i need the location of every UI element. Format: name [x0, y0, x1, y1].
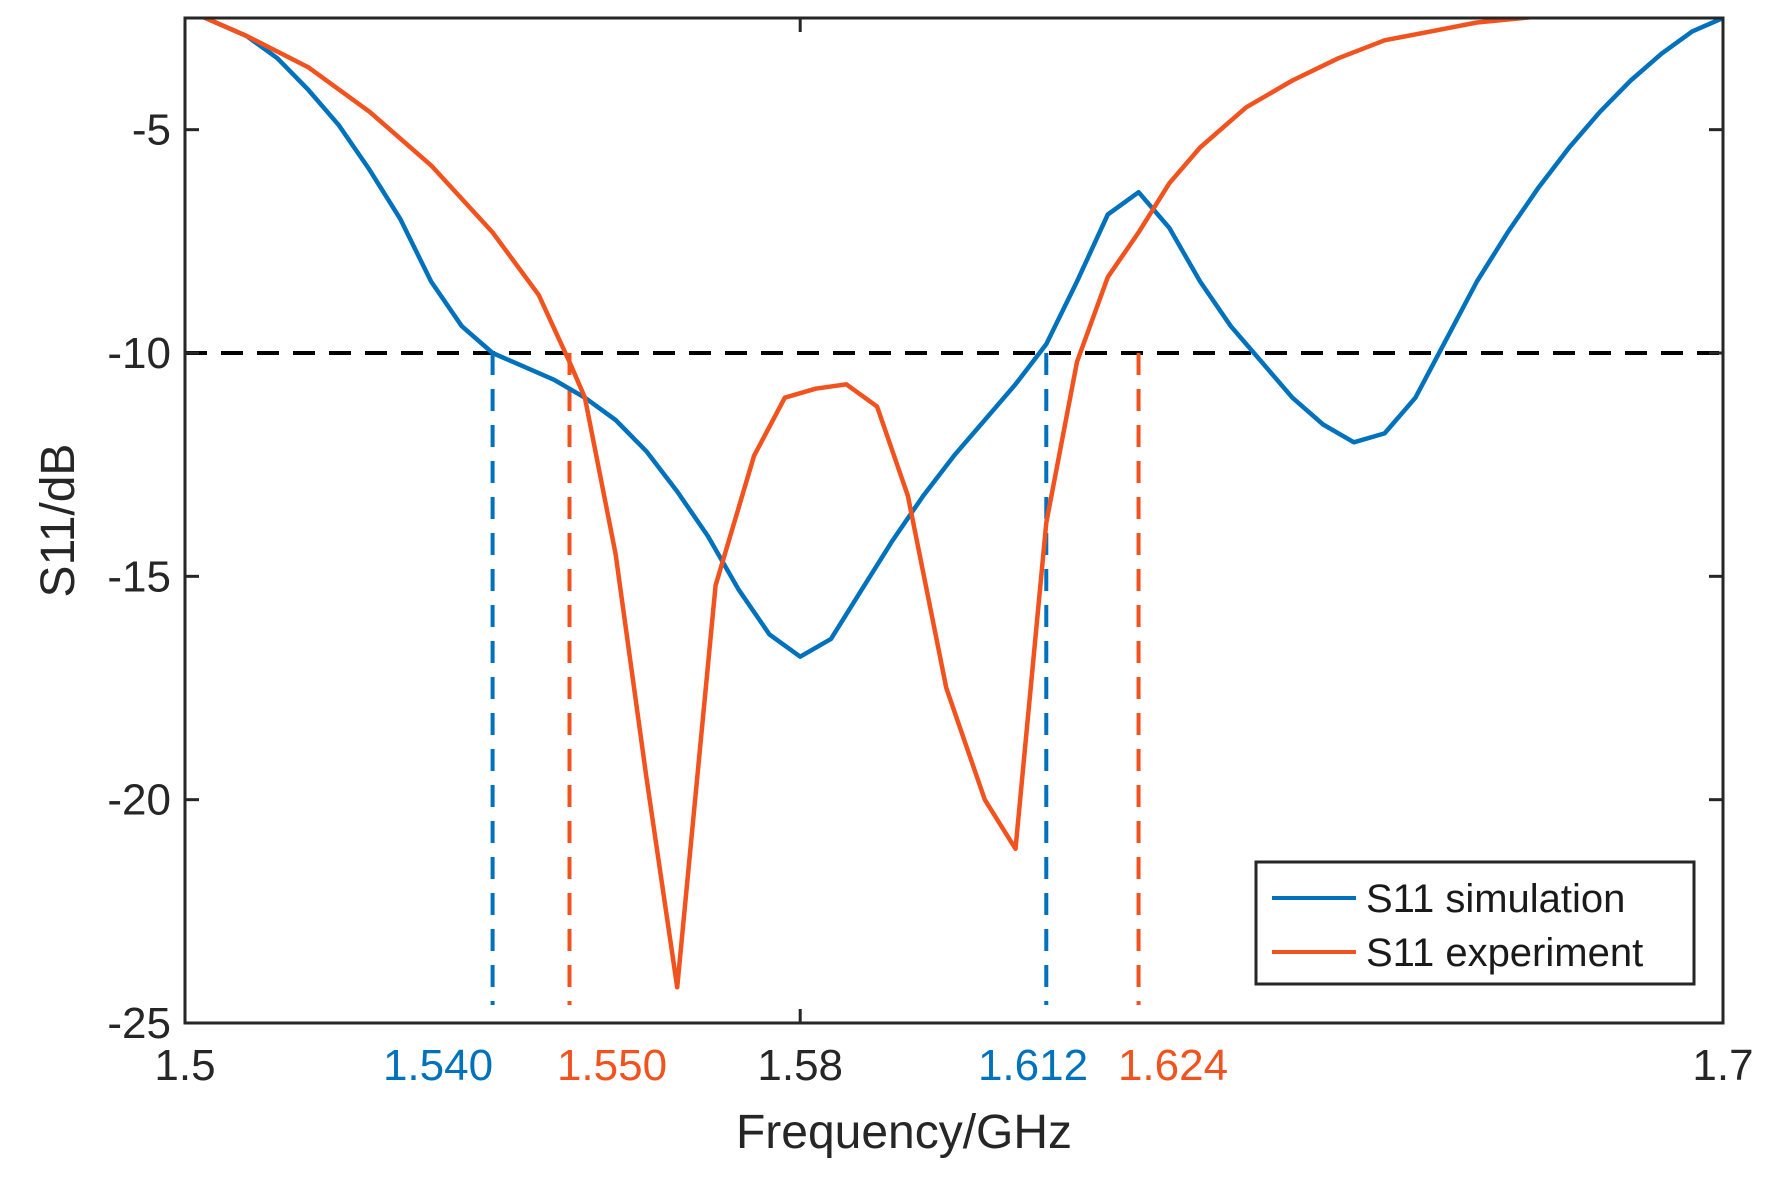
y-tick-label: -15 [107, 552, 171, 601]
x-tick-label: 1.7 [1692, 1041, 1753, 1090]
legend-label-experiment: S11 experiment [1366, 931, 1643, 975]
y-tick-label: -20 [107, 776, 171, 825]
marker-label-1-550: 1.550 [557, 1041, 667, 1090]
axes-box [183, 16, 1725, 1025]
legend: S11 simulation S11 experiment [1254, 860, 1696, 986]
series-line-simulation [199, 18, 1723, 659]
y-tick-label: -5 [132, 106, 171, 155]
marker-label-1-540: 1.540 [383, 1041, 493, 1090]
series-line-experiment [199, 18, 1547, 990]
y-axis-title: S11/dB [32, 444, 85, 598]
y-tick-label: -10 [107, 329, 171, 378]
x-axis-title: Frequency/GHz [736, 1106, 1072, 1159]
axes-layer [183, 16, 1725, 1025]
legend-box [1254, 860, 1696, 986]
x-tick-label: 1.5 [154, 1041, 215, 1090]
marker-layer: 1.540 1.550 1.612 1.624 [383, 353, 1228, 1090]
x-tick-label: 1.58 [757, 1041, 843, 1090]
tick-layer: 1.5 1.58 1.7 -25 -20 -15 -10 -5 [107, 18, 1754, 1090]
marker-label-1-624: 1.624 [1118, 1041, 1228, 1090]
y-tick-label: -25 [107, 999, 171, 1048]
series-simulation [199, 18, 1723, 659]
legend-label-simulation: S11 simulation [1366, 877, 1625, 921]
series-layer [199, 18, 1723, 990]
marker-label-1-612: 1.612 [978, 1041, 1088, 1090]
series-experiment [199, 18, 1547, 990]
